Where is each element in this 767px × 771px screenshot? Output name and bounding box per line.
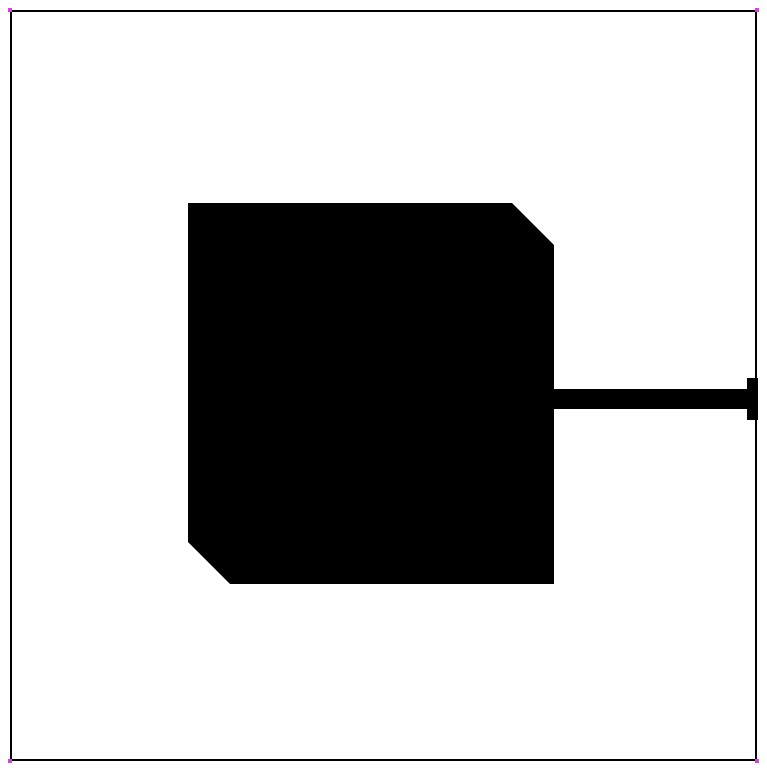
component-body [0, 0, 767, 771]
component-lead [554, 389, 747, 409]
component-body-polygon [188, 203, 554, 584]
component-terminal-pad [747, 378, 758, 420]
canvas [0, 0, 767, 771]
